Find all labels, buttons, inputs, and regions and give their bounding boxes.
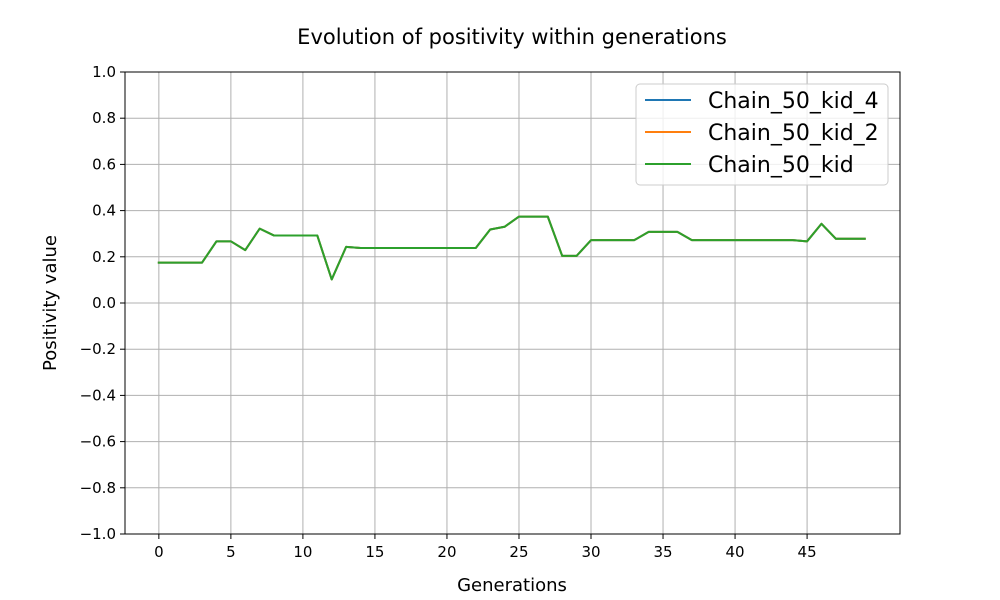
x-tick-label: 20 [437,543,456,561]
x-tick-label: 45 [798,543,817,561]
y-tick-label: −0.8 [80,479,116,497]
series-line-3 [157,215,866,281]
data-series [157,215,866,281]
y-tick-label: −1.0 [80,525,116,543]
x-tick-label: 35 [653,543,672,561]
y-tick-label: 0.4 [92,202,116,220]
y-axis-ticks: −1.0 −0.8 −0.6 −0.4 −0.2 0.0 0.2 0.4 0.6 0.8 1.0 [80,63,125,543]
y-tick-label: 1.0 [92,63,116,81]
x-tick-label: 30 [581,543,600,561]
y-axis-label: Positivity value [40,235,61,371]
chart-title: Evolution of positivity within generatio… [297,25,727,49]
x-axis-ticks: 0 5 10 15 20 25 30 35 40 45 [154,534,817,561]
y-tick-label: −0.2 [80,340,116,358]
x-tick-label: 15 [365,543,384,561]
legend-label-1: Chain_50_kid_4 [708,89,879,114]
y-tick-label: −0.4 [80,386,116,404]
plot-frame [124,71,901,535]
legend-label-2: Chain_50_kid_2 [708,121,879,146]
y-tick-label: 0.2 [92,248,116,266]
y-tick-label: 0.8 [92,109,116,127]
x-tick-label: 10 [293,543,312,561]
y-tick-label: −0.6 [80,433,116,451]
x-axis-label: Generations [457,575,567,596]
x-tick-label: 40 [726,543,745,561]
x-tick-label: 0 [154,543,164,561]
legend-label-3: Chain_50_kid [708,153,854,178]
x-tick-label: 25 [509,543,528,561]
legend: Chain_50_kid_4 Chain_50_kid_2 Chain_50_kid [635,83,889,186]
legend-box [635,83,889,186]
y-tick-label: 0.6 [92,155,116,173]
y-tick-label: 0.0 [92,294,116,312]
x-tick-label: 5 [226,543,236,561]
